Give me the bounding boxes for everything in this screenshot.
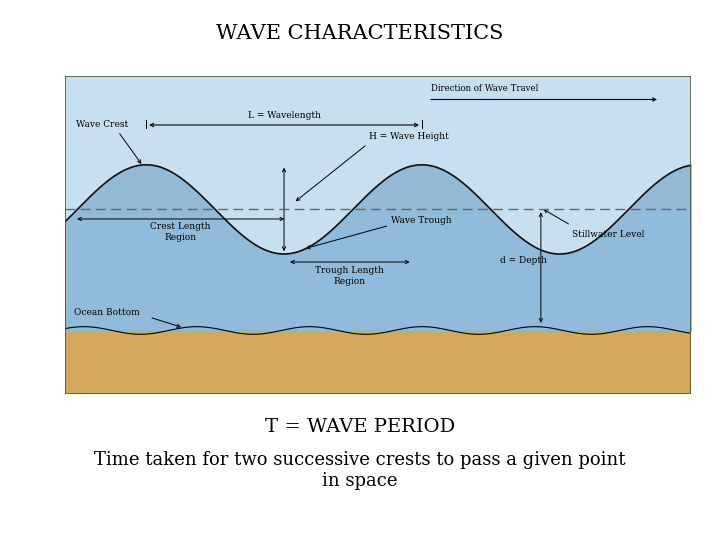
Text: Wave Crest: Wave Crest [76, 120, 128, 130]
Bar [65, 76, 691, 330]
Text: Stillwater Level: Stillwater Level [572, 231, 644, 239]
Text: Crest Length
Region: Crest Length Region [150, 221, 211, 242]
Text: T = WAVE PERIOD: T = WAVE PERIOD [265, 418, 455, 436]
Text: WAVE CHARACTERISTICS: WAVE CHARACTERISTICS [216, 24, 504, 43]
Bar [65, 330, 691, 394]
Text: d = Depth: d = Depth [500, 256, 547, 265]
Text: H = Wave Height: H = Wave Height [369, 132, 449, 140]
Text: Time taken for two successive crests to pass a given point
in space: Time taken for two successive crests to … [94, 451, 626, 490]
Text: Trough Length
Region: Trough Length Region [315, 266, 384, 286]
Text: Direction of Wave Travel: Direction of Wave Travel [431, 84, 539, 93]
Text: Ocean Bottom: Ocean Bottom [74, 308, 140, 318]
Text: L = Wavelength: L = Wavelength [248, 111, 320, 120]
Text: Wave Trough: Wave Trough [390, 216, 451, 225]
